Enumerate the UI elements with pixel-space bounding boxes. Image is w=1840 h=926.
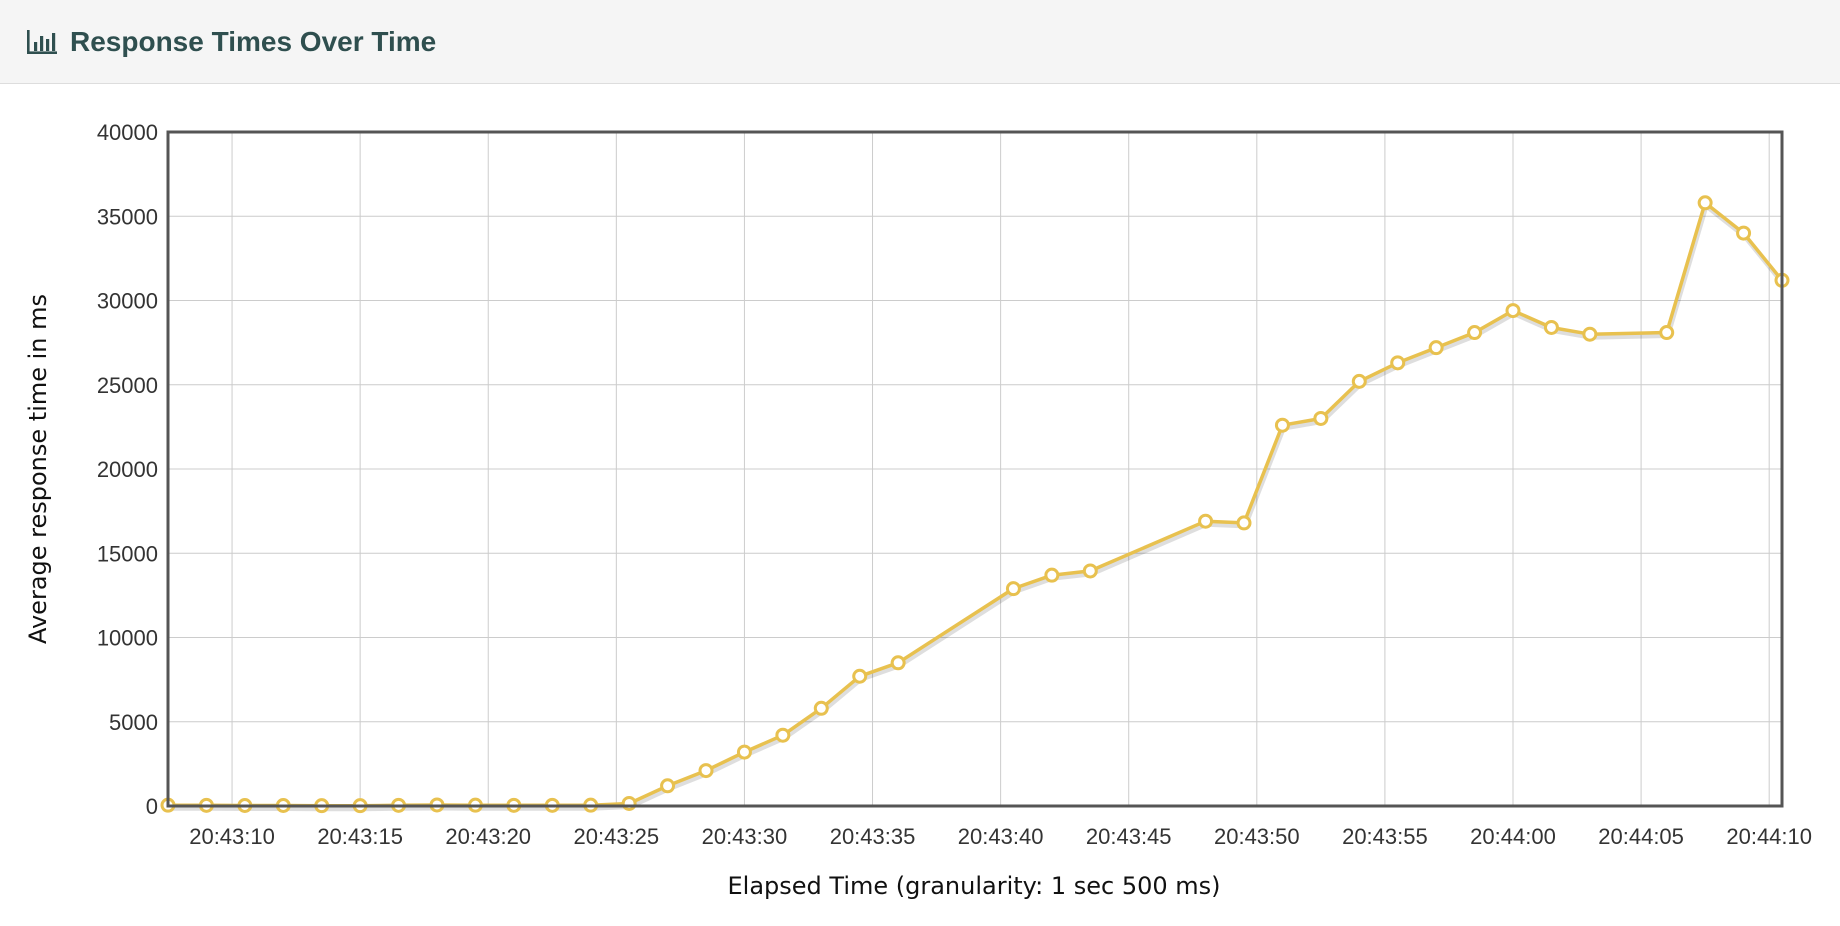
x-tick-label-12: 20:44:10 bbox=[1726, 824, 1812, 849]
x-tick-label-11: 20:44:05 bbox=[1598, 824, 1684, 849]
y-tick-label-7: 35000 bbox=[97, 204, 158, 229]
data-point-35[interactable] bbox=[1697, 195, 1713, 211]
data-point-27[interactable] bbox=[1351, 373, 1367, 389]
data-point-31[interactable] bbox=[1505, 303, 1521, 319]
y-axis-title: Average response time in ms bbox=[24, 294, 52, 644]
plot-frame bbox=[166, 130, 1784, 808]
x-tick-label-5: 20:43:35 bbox=[830, 824, 916, 849]
x-axis: 20:43:10 20:43:15 20:43:20 20:43:25 20:43:30… bbox=[189, 824, 1812, 849]
data-point-13[interactable] bbox=[660, 778, 676, 794]
bar-chart-icon bbox=[27, 29, 57, 54]
data-point-24[interactable] bbox=[1236, 515, 1252, 531]
panel-header: Response Times Over Time bbox=[0, 0, 1840, 84]
data-point-29[interactable] bbox=[1428, 340, 1444, 356]
data-point-33[interactable] bbox=[1582, 326, 1598, 342]
data-point-36[interactable] bbox=[1736, 225, 1752, 241]
data-point-30[interactable] bbox=[1467, 325, 1483, 341]
series-shadow bbox=[168, 203, 1785, 812]
x-tick-label-10: 20:44:00 bbox=[1470, 824, 1556, 849]
data-point-15[interactable] bbox=[736, 744, 752, 760]
x-tick-label-0: 20:43:10 bbox=[189, 824, 275, 849]
data-point-26[interactable] bbox=[1313, 410, 1329, 426]
data-point-14[interactable] bbox=[698, 763, 714, 779]
y-axis: 0 5000 10000 15000 20000 25000 30000 35000 40000 bbox=[97, 120, 158, 819]
x-tick-label-9: 20:43:55 bbox=[1342, 824, 1428, 849]
y-tick-label-0: 0 bbox=[146, 794, 158, 819]
y-tick-label-2: 10000 bbox=[97, 626, 158, 651]
y-tick-label-4: 20000 bbox=[97, 457, 158, 482]
data-point-20[interactable] bbox=[1005, 581, 1021, 597]
series-line bbox=[167, 201, 1784, 808]
data-point-25[interactable] bbox=[1274, 417, 1290, 433]
y-tick-label-5: 25000 bbox=[97, 373, 158, 398]
grid bbox=[168, 131, 1782, 807]
x-tick-label-4: 20:43:30 bbox=[702, 824, 788, 849]
data-point-12[interactable] bbox=[621, 795, 637, 811]
series-response-times bbox=[160, 195, 1790, 814]
data-point-19[interactable] bbox=[890, 655, 906, 671]
data-point-17[interactable] bbox=[813, 700, 829, 716]
x-tick-label-1: 20:43:15 bbox=[317, 824, 403, 849]
y-tick-label-8: 40000 bbox=[97, 120, 158, 145]
x-tick-label-6: 20:43:40 bbox=[958, 824, 1044, 849]
response-times-chart: 0 5000 10000 15000 20000 25000 30000 35000 40000… bbox=[24, 120, 1812, 900]
data-point-28[interactable] bbox=[1390, 355, 1406, 371]
y-tick-label-1: 5000 bbox=[109, 710, 158, 735]
data-point-34[interactable] bbox=[1659, 325, 1675, 341]
x-tick-label-3: 20:43:25 bbox=[574, 824, 660, 849]
x-tick-label-8: 20:43:50 bbox=[1214, 824, 1300, 849]
y-tick-label-3: 15000 bbox=[97, 541, 158, 566]
data-point-32[interactable] bbox=[1543, 319, 1559, 335]
x-tick-label-2: 20:43:20 bbox=[445, 824, 531, 849]
data-point-18[interactable] bbox=[852, 668, 868, 684]
panel-title: Response Times Over Time bbox=[70, 25, 437, 57]
y-tick-label-6: 30000 bbox=[97, 289, 158, 314]
x-axis-title: Elapsed Time (granularity: 1 sec 500 ms) bbox=[727, 872, 1220, 900]
data-point-21[interactable] bbox=[1044, 567, 1060, 583]
data-point-16[interactable] bbox=[775, 727, 791, 743]
x-tick-label-7: 20:43:45 bbox=[1086, 824, 1172, 849]
data-point-23[interactable] bbox=[1198, 513, 1214, 529]
data-point-22[interactable] bbox=[1082, 563, 1098, 579]
